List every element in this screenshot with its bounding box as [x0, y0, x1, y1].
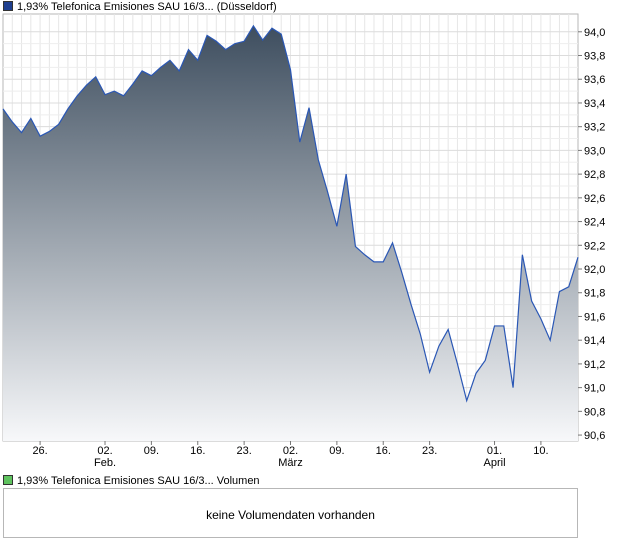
y-tick-label: 93,8 [584, 51, 605, 63]
x-tick-label: 10. [533, 445, 548, 457]
y-tick-label: 92,4 [584, 217, 605, 229]
price-area-fill [3, 25, 578, 442]
y-tick-label: 93,4 [584, 98, 605, 110]
y-tick-label: 91,2 [584, 359, 605, 371]
y-tick-label: 91,4 [584, 335, 605, 347]
x-tick-label: 16. [376, 445, 391, 457]
price-line [2, 24, 579, 403]
volume-legend: 1,93% Telefonica Emisiones SAU 16/3... V… [3, 474, 260, 488]
y-tick-label: 90,6 [584, 430, 605, 442]
y-tick-label: 91,0 [584, 383, 605, 395]
volume-panel: keine Volumendaten vorhanden [3, 488, 578, 538]
y-tick-label: 94,0 [584, 27, 605, 39]
x-tick-label: 16. [190, 445, 205, 457]
y-tick-label: 92,0 [584, 264, 605, 276]
volume-legend-swatch [3, 475, 13, 485]
y-tick-label: 93,0 [584, 145, 605, 157]
y-tick-label: 90,8 [584, 406, 605, 418]
x-tick-label: 26. [32, 445, 47, 457]
x-tick-label: 09. [329, 445, 344, 457]
x-month-label: Feb. [94, 457, 116, 469]
x-tick-label: 23. [422, 445, 437, 457]
y-tick-label: 91,6 [584, 311, 605, 323]
no-volume-message: keine Volumendaten vorhanden [206, 508, 375, 522]
price-area [2, 24, 579, 442]
x-tick-label: 01. [487, 445, 502, 457]
x-tick-label: 02. [97, 445, 112, 457]
y-axis: 94,0 93,8 93,6 93,4 93,2 93,0 92,8 92,6 92,4 92,2… [578, 27, 605, 442]
price-legend-label: 1,93% Telefonica Emisiones SAU 16/3... (… [17, 1, 277, 13]
y-tick-label: 93,6 [584, 74, 605, 86]
y-tick-label: 92,8 [584, 169, 605, 181]
x-month-label: März [278, 457, 302, 469]
y-tick-label: 93,2 [584, 122, 605, 134]
y-tick-label: 92,6 [584, 193, 605, 205]
price-legend: 1,93% Telefonica Emisiones SAU 16/3... (… [3, 0, 277, 14]
x-tick-label: 23. [236, 445, 251, 457]
x-tick-label: 02. [283, 445, 298, 457]
x-month-label: April [484, 457, 506, 469]
price-legend-swatch [3, 1, 13, 11]
x-tick-label: 09. [144, 445, 159, 457]
y-tick-label: 92,2 [584, 240, 605, 252]
y-tick-label: 91,8 [584, 288, 605, 300]
volume-legend-label: 1,93% Telefonica Emisiones SAU 16/3... V… [17, 475, 260, 487]
